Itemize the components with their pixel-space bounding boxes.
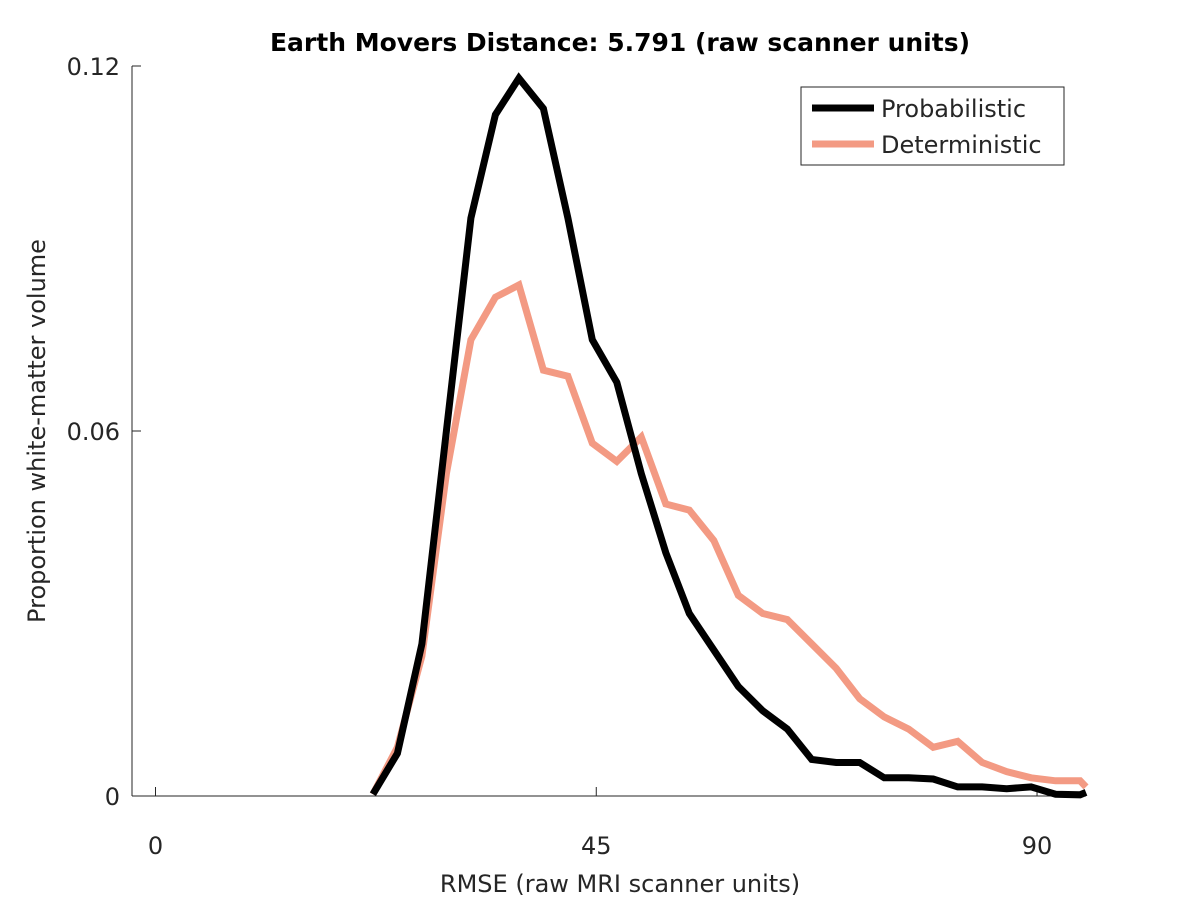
legend-label-deterministic: Deterministic — [881, 131, 1042, 159]
y-tick-label: 0.12 — [67, 53, 120, 81]
x-tick-label: 0 — [148, 832, 163, 860]
series-line-deterministic — [369, 279, 1089, 796]
x-axis-label: RMSE (raw MRI scanner units) — [440, 870, 800, 898]
y-tick-label: 0 — [105, 783, 120, 811]
legend-label-probabilistic: Probabilistic — [881, 95, 1026, 123]
y-tick-label: 0.06 — [67, 418, 120, 446]
legend-box — [800, 86, 1065, 166]
y-ticks: 0 0.06 0.12 — [67, 53, 141, 811]
x-tick-label: 90 — [1022, 832, 1053, 860]
x-tick-label: 45 — [581, 832, 612, 860]
y-axis-label: Proportion white-matter volume — [23, 239, 51, 623]
legend: Probabilistic Deterministic — [800, 86, 1065, 166]
series-line-probabilistic — [369, 72, 1088, 799]
series-lines — [369, 72, 1089, 799]
chart-title: Earth Movers Distance: 5.791 (raw scanne… — [270, 28, 970, 57]
